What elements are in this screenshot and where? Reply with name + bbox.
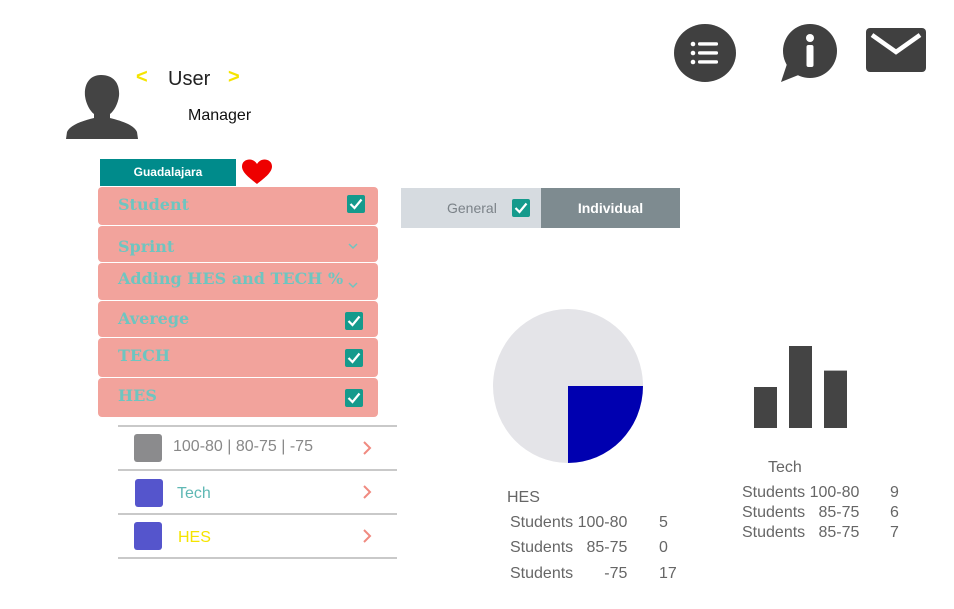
legend-swatch: [134, 522, 162, 550]
user-silhouette-icon: [66, 75, 138, 139]
info-button[interactable]: [779, 24, 839, 84]
chevron-right-icon: [362, 440, 372, 461]
filter-label: HES: [118, 386, 157, 405]
legend-label: Tech: [177, 485, 211, 502]
hes-pie-chart: [493, 309, 643, 463]
envelope-icon: [866, 28, 926, 72]
user-name: User: [168, 68, 211, 90]
bar: [824, 370, 847, 428]
tech-checkbox[interactable]: [345, 349, 363, 367]
tech-bar-chart: [754, 346, 847, 428]
filter-label: Sprint: [118, 237, 175, 256]
tech-row-value: 6: [890, 504, 899, 521]
user-role: Manager: [188, 107, 252, 124]
checkmark-icon: [347, 315, 361, 327]
tech-title: Tech: [768, 459, 802, 476]
chevron-right-icon: [362, 484, 372, 505]
menu-button[interactable]: [674, 24, 736, 82]
filter-label: Averege: [118, 309, 190, 328]
tech-row-value: 9: [890, 484, 899, 501]
divider: [118, 513, 397, 515]
general-checkbox[interactable]: [512, 199, 530, 217]
location-tab[interactable]: Guadalajara: [100, 159, 236, 186]
next-user-button[interactable]: >: [228, 66, 240, 88]
student-checkbox[interactable]: [347, 195, 365, 213]
hes-row-label: Students 85-75: [510, 539, 628, 556]
general-toggle[interactable]: General: [401, 188, 541, 228]
filter-adding-hes-tech[interactable]: Adding HES and TECH %: [98, 263, 378, 300]
checkmark-icon: [347, 352, 361, 364]
filter-tech[interactable]: TECH: [98, 338, 378, 377]
legend-label: HES: [178, 529, 211, 546]
tech-row-value: 7: [890, 524, 899, 541]
info-bubble-icon: [781, 24, 837, 82]
general-label: General: [447, 200, 497, 216]
sprint-dropdown-toggle[interactable]: [348, 237, 358, 255]
adding-dropdown-toggle[interactable]: [348, 276, 358, 294]
checkmark-icon: [514, 202, 528, 214]
divider: [118, 557, 397, 559]
hes-row-value: 5: [659, 514, 668, 531]
legend-label: 100-80 | 80-75 | -75: [173, 438, 313, 455]
hes-checkbox[interactable]: [345, 389, 363, 407]
chevron-down-icon: [348, 243, 358, 250]
heart-icon: [242, 159, 272, 184]
filter-label: TECH: [118, 346, 170, 365]
checkmark-icon: [347, 392, 361, 404]
legend-item-ranges[interactable]: 100-80 | 80-75 | -75: [118, 427, 397, 469]
filter-average[interactable]: Averege: [98, 301, 378, 337]
tech-row-label: Students 85-75: [742, 524, 860, 541]
hes-row-label: Students 100-80: [510, 514, 628, 531]
bar: [789, 346, 812, 428]
chevron-down-icon: [348, 282, 358, 289]
prev-user-button[interactable]: <: [136, 66, 148, 88]
filter-student[interactable]: Student: [98, 187, 378, 225]
tech-row-label: Students 85-75: [742, 504, 860, 521]
favorite-button[interactable]: [241, 159, 273, 185]
bar: [754, 387, 777, 428]
hes-row-value: 17: [659, 565, 677, 582]
filter-hes[interactable]: HES: [98, 378, 378, 417]
hes-title: HES: [507, 489, 540, 506]
chevron-right-icon: [362, 528, 372, 549]
filter-sprint[interactable]: Sprint: [98, 226, 378, 262]
filter-label: Student: [118, 195, 189, 214]
legend-swatch: [134, 434, 162, 462]
individual-toggle[interactable]: Individual: [541, 188, 680, 228]
tech-row-label: Students 100-80: [742, 484, 860, 501]
divider: [118, 469, 397, 471]
hes-row-label: Students -75: [510, 565, 628, 582]
legend-item-hes[interactable]: HES: [118, 515, 397, 557]
list-icon: [690, 41, 718, 65]
legend-item-tech[interactable]: Tech: [118, 471, 397, 513]
filter-label: Adding HES and TECH %: [118, 269, 344, 288]
legend-swatch: [135, 479, 163, 507]
average-checkbox[interactable]: [345, 312, 363, 330]
hes-row-value: 0: [659, 539, 668, 556]
divider: [118, 425, 397, 427]
mail-button[interactable]: [866, 28, 926, 72]
avatar[interactable]: [64, 73, 140, 139]
checkmark-icon: [349, 198, 363, 210]
pie-slice: [568, 386, 643, 463]
